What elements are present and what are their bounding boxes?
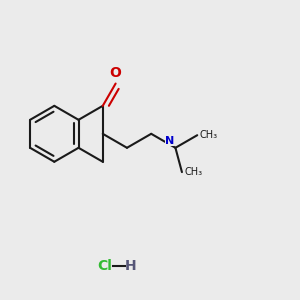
Text: CH₃: CH₃	[200, 130, 218, 140]
Text: H: H	[125, 259, 137, 273]
Text: N: N	[165, 136, 174, 146]
Text: CH₃: CH₃	[184, 167, 202, 177]
Text: O: O	[110, 66, 122, 80]
Text: Cl: Cl	[97, 259, 112, 273]
